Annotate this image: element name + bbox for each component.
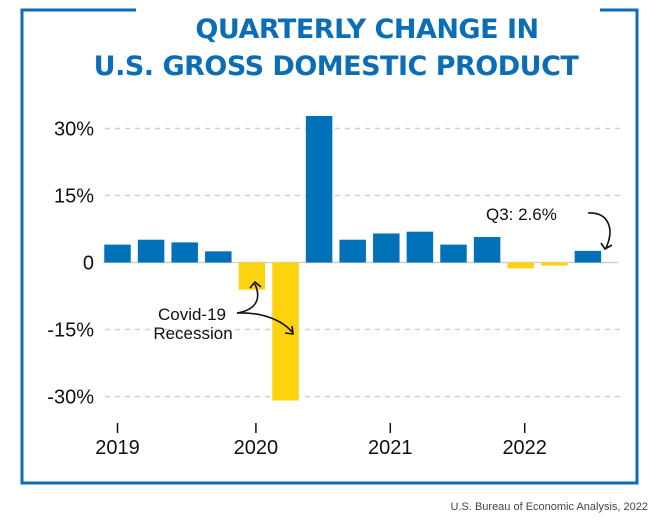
y-tick-label: 15%: [54, 186, 94, 208]
annotation-covid-line-2: Recession: [153, 324, 232, 343]
x-tick-label: 2020: [234, 437, 279, 459]
bar-2019-Q2: [137, 239, 165, 263]
annotation-covid-arrowhead-2: [284, 325, 294, 335]
annotation-q3-arrowhead: [600, 242, 613, 251]
bar-2020-Q2: [272, 262, 299, 401]
frame: [20, 8, 639, 485]
y-tick-label: 30%: [54, 119, 94, 141]
source-note: U.S. Bureau of Economic Analysis, 2022: [451, 501, 649, 513]
y-tick-label: -15%: [47, 320, 94, 342]
y-tick-label: -30%: [47, 387, 94, 409]
bar-2019-Q1: [104, 244, 131, 263]
bar-2021-Q3: [440, 244, 467, 263]
bar-2021-Q2: [406, 231, 434, 263]
bar-2020-Q4: [339, 239, 366, 263]
chart-title-line-2: U.S. GROSS DOMESTIC PRODUCT: [94, 51, 580, 82]
annotation-q3: Q3: 2.6%: [486, 205, 557, 224]
x-tick-label: 2021: [368, 437, 413, 459]
y-tick-label: 0: [83, 253, 94, 275]
bar-2020-Q3: [305, 115, 333, 263]
x-tick-label: 2019: [95, 437, 140, 459]
annotation-covid-arrow-2: [236, 312, 293, 333]
bar-2022-Q2: [541, 262, 568, 266]
bar-2021-Q4: [473, 237, 501, 263]
bar-2021-Q1: [373, 233, 400, 263]
bar-2022-Q1: [507, 262, 534, 269]
annotation-covid-arrowhead-1: [249, 280, 262, 289]
annotation-covid-arrow-1: [236, 283, 259, 314]
x-tick-label: 2022: [502, 437, 547, 459]
chart-title-line-1: QUARTERLY CHANGE IN: [195, 14, 538, 45]
annotation-q3-arrow: [587, 212, 611, 249]
annotation-covid-line-1: Covid-19: [158, 305, 226, 324]
bar-2019-Q3: [171, 242, 198, 263]
bar-2022-Q3: [574, 250, 602, 263]
bar-2019-Q4: [205, 251, 232, 263]
